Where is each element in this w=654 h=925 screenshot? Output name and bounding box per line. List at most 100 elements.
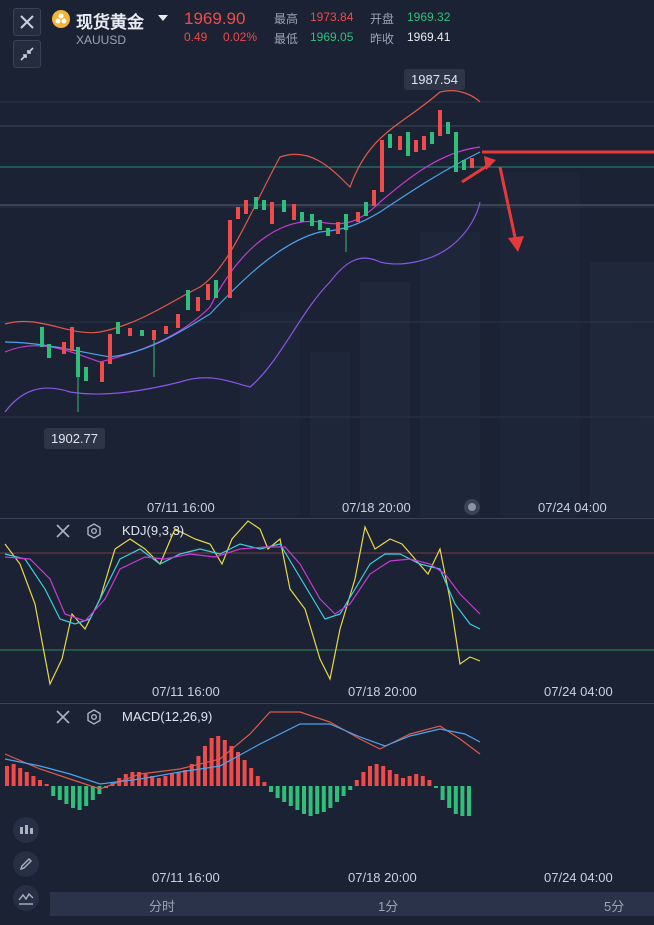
macd-histogram-bar <box>150 776 155 786</box>
close-icon <box>20 15 34 29</box>
macd-histogram-bar <box>335 786 339 802</box>
open-label: 开盘 <box>370 12 395 26</box>
macd-histogram-bar <box>401 778 405 786</box>
x-tick: 07/24 04:00 <box>544 684 613 699</box>
gold-icon <box>52 10 70 28</box>
instrument-symbol: XAUUSD <box>76 33 127 47</box>
prev-close-label: 昨收 <box>370 32 395 46</box>
line-chart-icon <box>18 892 34 905</box>
macd-histogram-bar <box>38 780 42 786</box>
kdj-close-button[interactable] <box>52 520 74 542</box>
collapse-arrows-icon <box>20 47 34 61</box>
macd-histogram-bar <box>420 776 425 786</box>
macd-histogram-bar <box>308 786 313 816</box>
panel-divider <box>0 703 654 704</box>
macd-histogram-bar <box>18 768 23 786</box>
header: 现货黄金 XAUUSD 1969.90 0.49 0.02% 最高 1973.8… <box>0 0 654 68</box>
macd-histogram-bar <box>302 786 306 814</box>
instrument-title[interactable]: 现货黄金 <box>76 13 144 32</box>
prev-close-value: 1969.41 <box>407 30 451 44</box>
macd-histogram-bar <box>84 786 89 806</box>
macd-histogram-bar <box>374 764 379 786</box>
macd-histogram-bar <box>328 786 333 808</box>
close-icon <box>56 710 70 724</box>
x-tick: 07/24 04:00 <box>544 870 613 885</box>
macd-histogram-bar <box>123 774 128 786</box>
macd-histogram-bar <box>176 772 181 786</box>
panel-divider <box>0 518 654 519</box>
macd-histogram-bar <box>249 768 254 786</box>
macd-histogram-bar <box>242 760 247 786</box>
macd-histogram-bar <box>288 786 293 806</box>
chevron-down-icon[interactable] <box>158 15 168 21</box>
x-tick: 07/18 20:00 <box>348 870 417 885</box>
x-tick: 07/18 20:00 <box>348 684 417 699</box>
macd-histogram-bar <box>156 778 161 786</box>
close-button[interactable] <box>13 8 41 36</box>
macd-close-button[interactable] <box>52 706 74 728</box>
price-chart[interactable] <box>0 52 654 517</box>
macd-histogram-bar <box>440 786 445 800</box>
macd-histogram-bar <box>434 786 438 788</box>
kdj-chart[interactable] <box>0 519 654 703</box>
macd-histogram-bar <box>295 786 300 810</box>
max-price-tag: 1987.54 <box>404 69 465 90</box>
macd-chart[interactable] <box>0 704 654 890</box>
macd-histogram-bar <box>255 776 260 786</box>
macd-histogram-bar <box>387 770 392 786</box>
macd-histogram-bar <box>216 736 221 786</box>
kdj-settings-button[interactable] <box>86 523 102 544</box>
macd-histogram-bar <box>77 786 82 810</box>
macd-histogram-bar <box>282 786 287 802</box>
macd-histogram-bar <box>236 752 240 786</box>
macd-histogram-bar <box>163 776 168 786</box>
macd-histogram-bar <box>196 756 201 786</box>
x-tick: 07/11 16:00 <box>147 500 215 515</box>
macd-histogram-bar <box>51 786 56 796</box>
macd-histogram-bar <box>71 786 75 808</box>
line-tool-button[interactable] <box>13 885 39 911</box>
tab-5min[interactable]: 5分 <box>604 899 625 914</box>
x-tick: 07/18 20:00 <box>342 500 411 515</box>
macd-histogram-bar <box>90 786 95 800</box>
macd-histogram-bar <box>414 774 419 786</box>
macd-histogram-bar <box>170 774 174 786</box>
macd-histogram-bar <box>189 764 194 786</box>
gear-icon <box>87 523 101 539</box>
x-tick: 07/11 16:00 <box>152 870 220 885</box>
last-price: 1969.90 <box>184 9 246 28</box>
timeframe-tabbar: 分时 1分 5分 <box>50 892 654 916</box>
candlestick-icon <box>20 825 33 834</box>
macd-histogram-bar <box>348 786 353 790</box>
price-change-pct: 0.02% <box>223 30 258 44</box>
tab-timeline[interactable]: 分时 <box>149 899 176 914</box>
macd-histogram-bar <box>5 766 9 786</box>
draw-tool-button[interactable] <box>13 851 39 877</box>
macd-histogram-bar <box>209 738 214 786</box>
macd-histogram-bar <box>64 786 69 804</box>
macd-histogram-bar <box>275 786 280 798</box>
macd-settings-button[interactable] <box>86 709 102 730</box>
macd-histogram-bar <box>394 774 399 786</box>
open-value: 1969.32 <box>407 10 451 24</box>
collapse-button[interactable] <box>13 40 41 68</box>
macd-title: MACD(12,26,9) <box>122 709 213 724</box>
macd-histogram-bar <box>130 772 135 786</box>
low-label: 最低 <box>274 32 299 46</box>
low-value: 1969.05 <box>310 30 354 44</box>
indicator-tool-button[interactable] <box>13 817 39 843</box>
macd-histogram-bar <box>354 780 359 786</box>
macd-histogram-bar <box>143 774 148 786</box>
x-tick: 07/24 04:00 <box>538 500 607 515</box>
macd-histogram-bar <box>24 772 29 786</box>
x-tick: 07/11 16:00 <box>152 684 220 699</box>
macd-histogram-bar <box>229 746 234 786</box>
macd-histogram-bar <box>321 786 326 812</box>
pencil-icon <box>19 858 32 871</box>
macd-histogram-bar <box>361 772 366 786</box>
macd-histogram-bar <box>467 786 471 816</box>
macd-histogram-bar <box>262 782 267 786</box>
close-icon <box>56 524 70 538</box>
tab-1min[interactable]: 1分 <box>378 899 399 914</box>
macd-histogram-bar <box>31 776 36 786</box>
